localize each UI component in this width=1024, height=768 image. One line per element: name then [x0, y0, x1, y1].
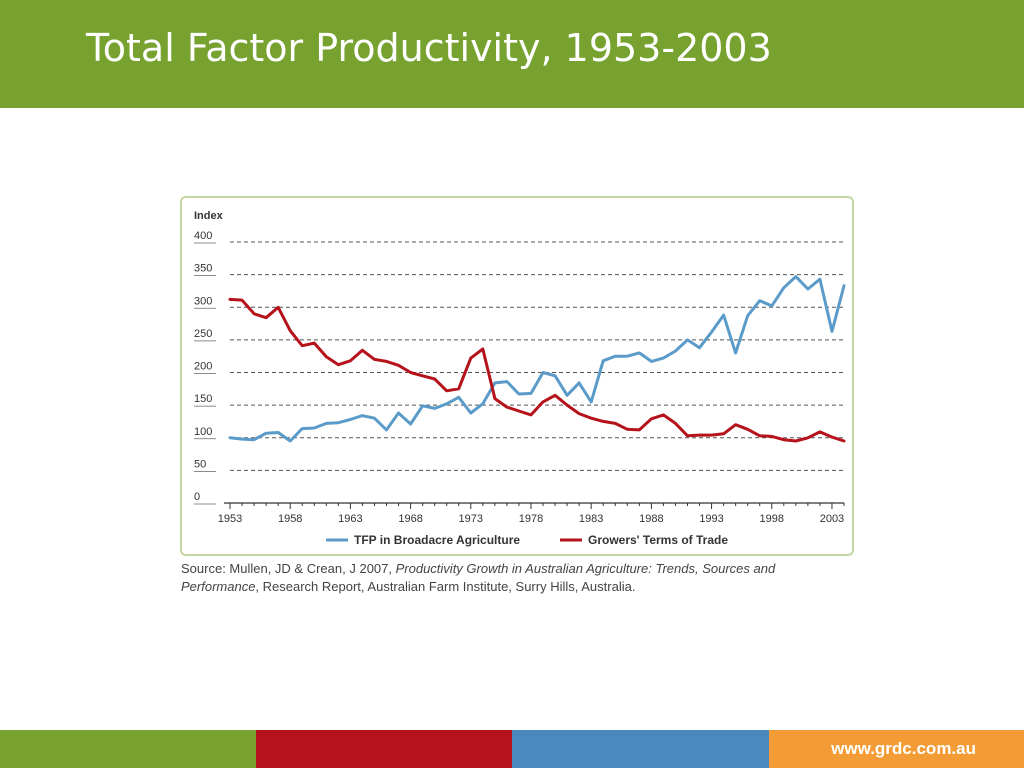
x-tick-label: 1963	[338, 513, 362, 525]
title-bar: Total Factor Productivity, 1953-2003	[0, 0, 1024, 108]
series-line-1	[228, 275, 846, 443]
y-tick-label: 200	[194, 361, 212, 373]
y-axis: 0 50 100 150 200 250 300 350 400	[194, 230, 216, 505]
footer-stripe-blue	[512, 730, 769, 768]
legend: TFP in Broadacre Agriculture Growers' Ter…	[326, 533, 728, 547]
source-prefix: Source: Mullen, JD & Crean, J 2007,	[181, 561, 396, 576]
y-tick-label: 350	[194, 263, 212, 275]
y-tick-label: 250	[194, 328, 212, 340]
y-tick-label: 150	[194, 393, 212, 405]
x-tick-label: 1978	[519, 513, 543, 525]
x-tick-label: 1983	[579, 513, 603, 525]
source-citation: Source: Mullen, JD & Crean, J 2007, Prod…	[181, 560, 821, 596]
footer-stripe-orange	[769, 730, 1024, 768]
x-tick-label: 1998	[760, 513, 784, 525]
y-tick-label: 50	[194, 458, 206, 470]
x-tick-label: 2003	[820, 513, 844, 525]
x-axis: 1953 1958 1963 1968 1973 1978 1983 1988 1993 1998…	[218, 502, 845, 525]
x-tick-label: 1953	[218, 513, 242, 525]
x-tick-label: 1958	[278, 513, 302, 525]
footer-stripe-red	[256, 730, 512, 768]
legend-label-1: TFP in Broadacre Agriculture	[354, 533, 520, 547]
series-line-2	[228, 297, 846, 443]
footer-bar: www.grdc.com.au	[0, 730, 1024, 768]
y-tick-label: 0	[194, 491, 200, 503]
y-axis-title: Index	[194, 210, 224, 222]
slide-title: Total Factor Productivity, 1953-2003	[86, 26, 772, 70]
source-title: Productivity Growth in Australian Agricu…	[181, 561, 776, 594]
y-tick-label: 400	[194, 230, 212, 242]
series	[228, 275, 846, 443]
legend-label-2: Growers' Terms of Trade	[588, 533, 728, 547]
x-tick-label: 1973	[459, 513, 483, 525]
chart-panel: Index 0 50 100 150 200 250 300 350 400 1953 1958 1…	[180, 196, 854, 556]
website-url[interactable]: www.grdc.com.au	[831, 739, 976, 758]
x-tick-label: 1988	[639, 513, 663, 525]
x-tick-label: 1993	[699, 513, 723, 525]
x-tick-label: 1968	[398, 513, 422, 525]
footer-stripe-green	[0, 730, 256, 768]
source-suffix: , Research Report, Australian Farm Insti…	[255, 579, 636, 594]
y-tick-label: 100	[194, 426, 212, 438]
y-tick-label: 300	[194, 295, 212, 307]
gridlines	[230, 241, 844, 471]
